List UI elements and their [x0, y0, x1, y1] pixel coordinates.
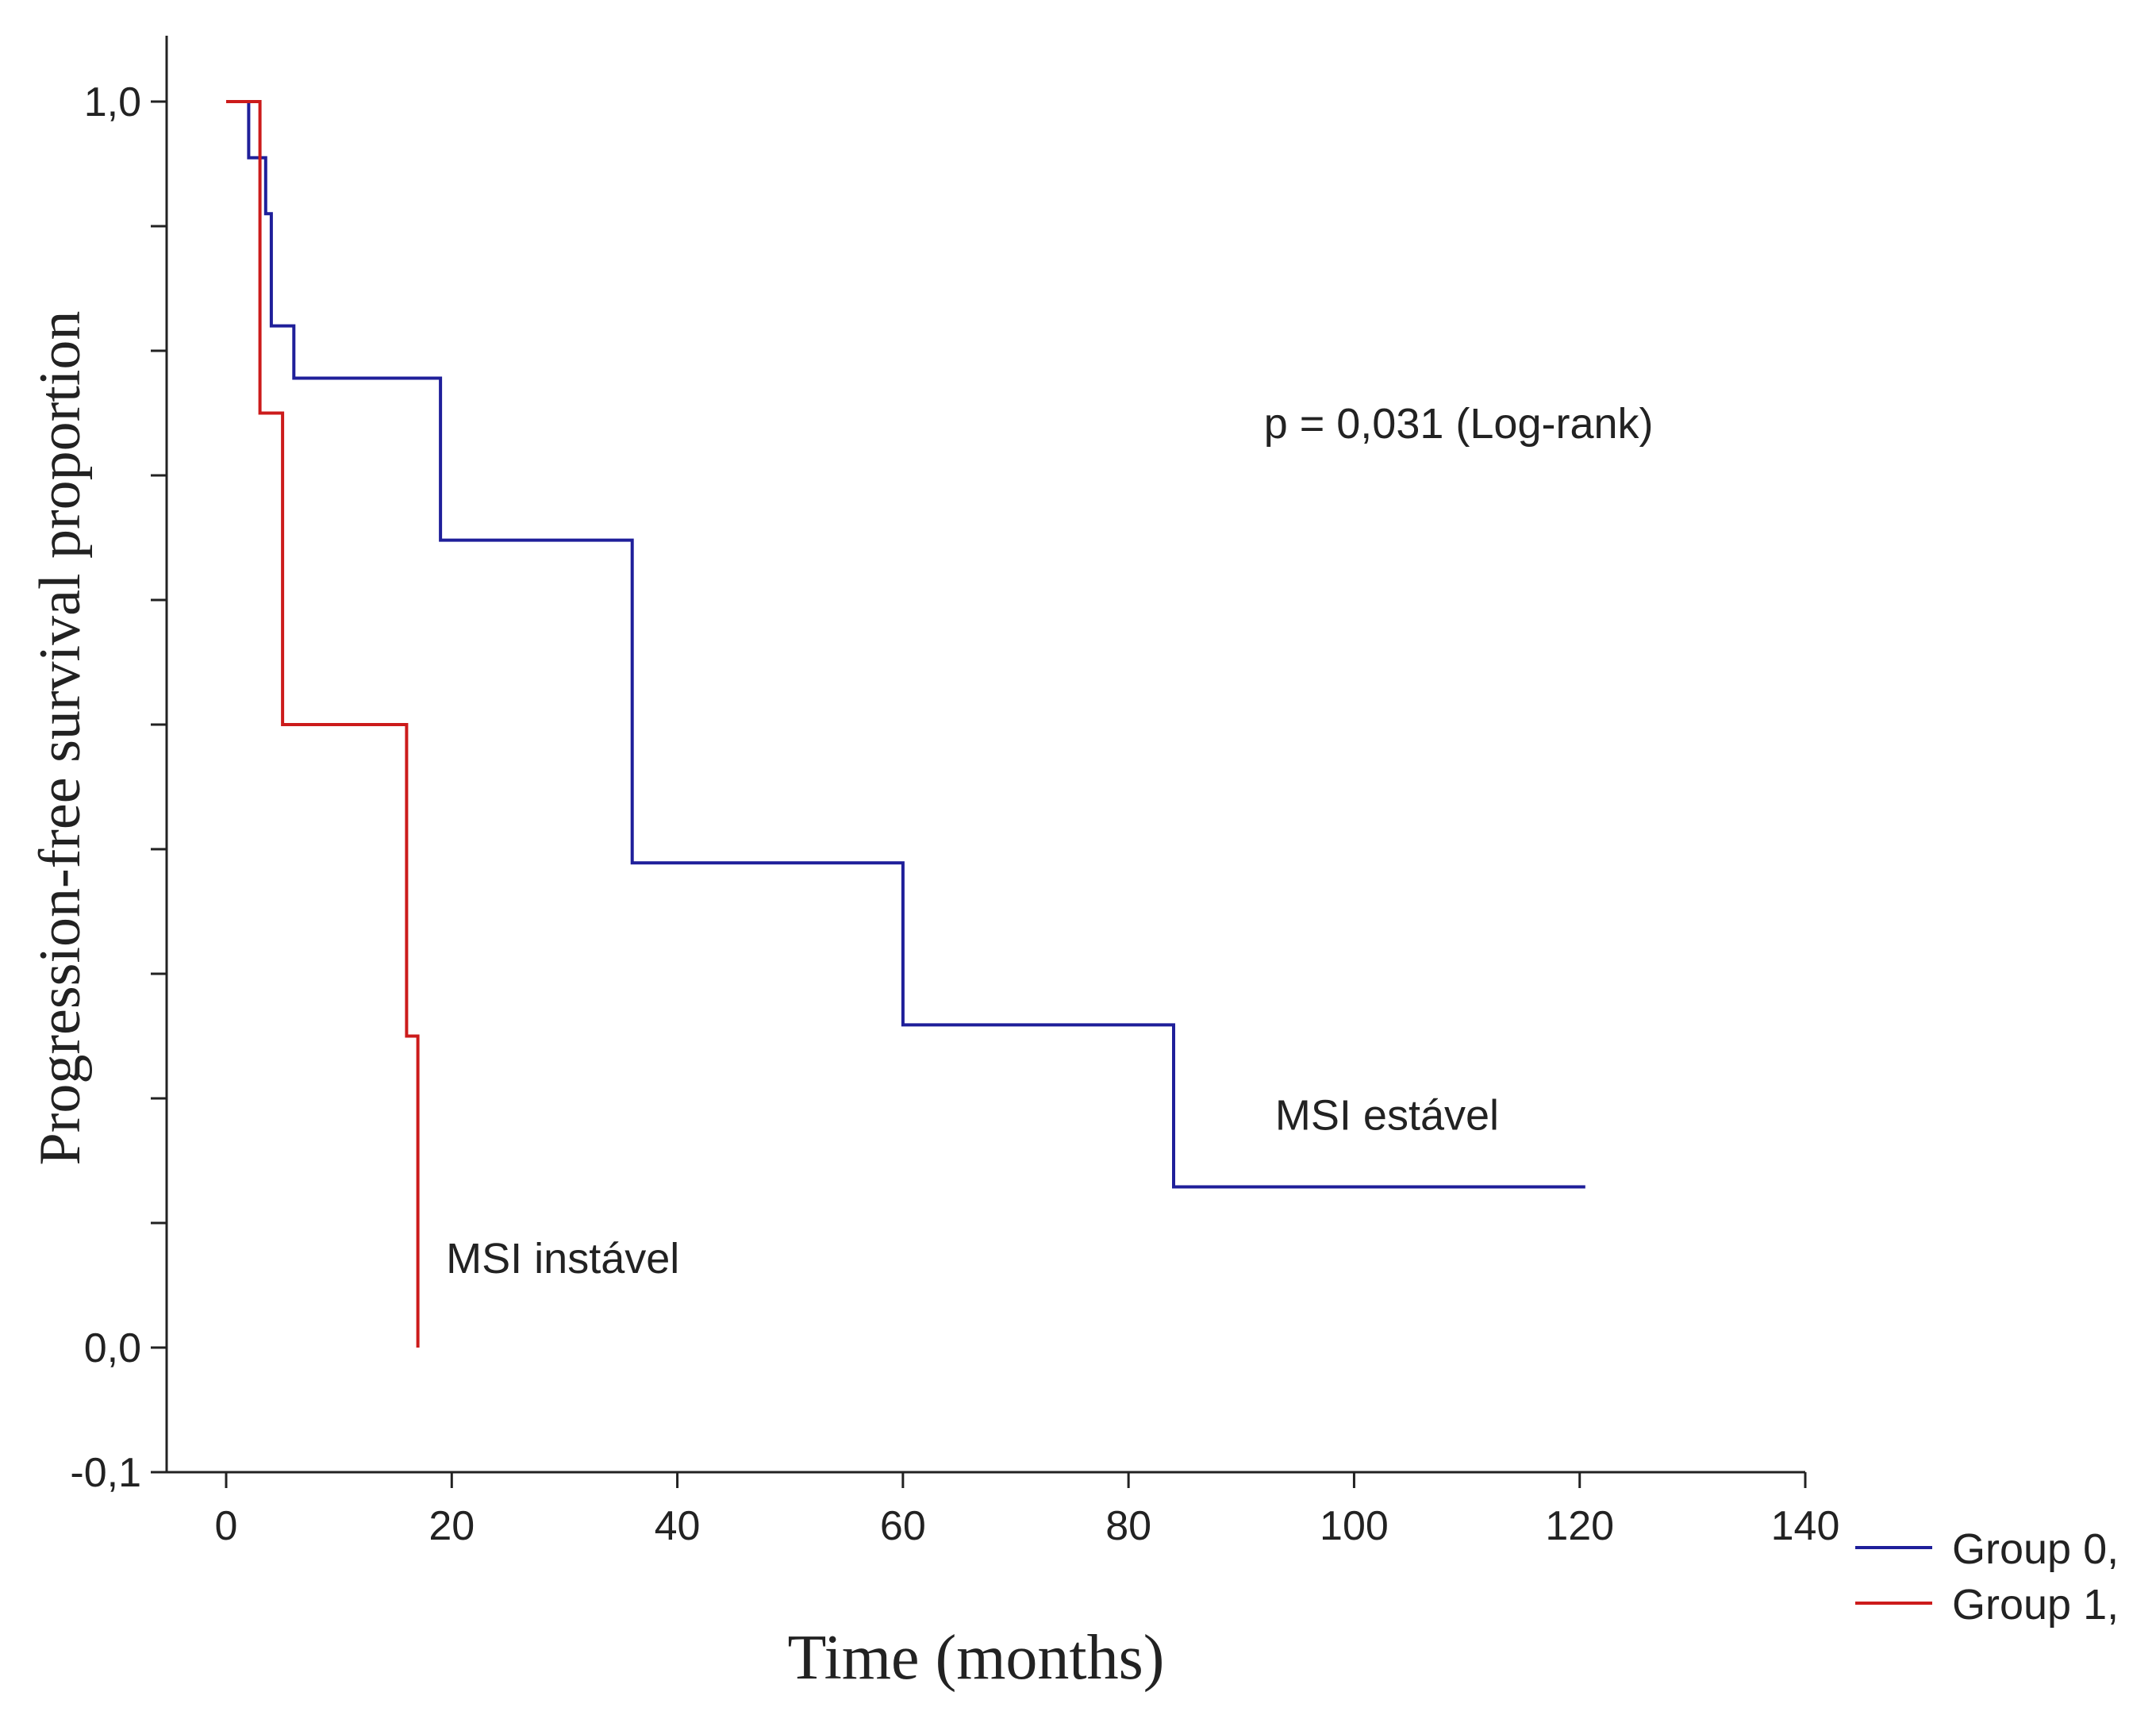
msi-stable-annotation: MSI estável — [1275, 1091, 1499, 1139]
legend: Group 0, Group 1, — [1855, 1525, 2119, 1629]
msi-unstable-annotation: MSI instável — [446, 1235, 679, 1283]
x-tick-label: 20 — [429, 1503, 475, 1549]
x-tick-label: 0 — [215, 1503, 238, 1549]
x-tick-label: 60 — [880, 1503, 926, 1549]
x-axis-label: Time (months) — [788, 1623, 1165, 1693]
y-axis-label: Progression-free survival proportion — [28, 311, 93, 1166]
y-tick-label: 1,0 — [84, 79, 141, 125]
x-tick-label: 120 — [1545, 1503, 1614, 1549]
y-tick-label: -0,1 — [70, 1450, 141, 1496]
y-tick-label: 0,0 — [84, 1325, 141, 1371]
x-tick-label: 100 — [1320, 1503, 1389, 1549]
legend-label-group-0: Group 0, — [1952, 1525, 2119, 1573]
p-value-annotation: p = 0,031 (Log-rank) — [1264, 400, 1654, 448]
series-line-group-1 — [226, 100, 420, 1348]
x-tick-label: 40 — [655, 1503, 701, 1549]
legend-label-group-1: Group 1, — [1952, 1581, 2119, 1629]
series-line-group-0 — [226, 100, 1585, 1189]
x-tick-label: 140 — [1771, 1503, 1840, 1549]
x-tick-label: 80 — [1105, 1503, 1151, 1549]
